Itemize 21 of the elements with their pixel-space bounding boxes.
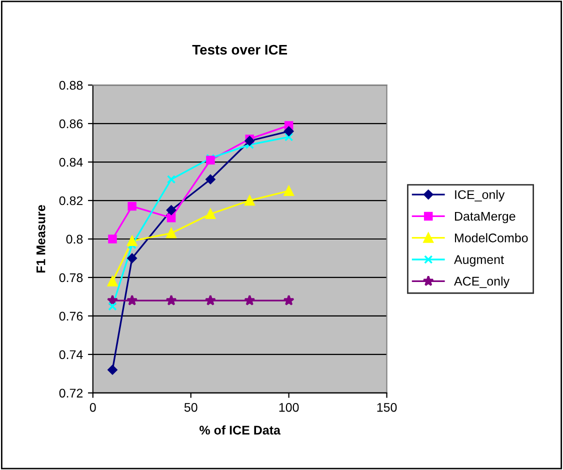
y-tick-label: 0.78	[59, 273, 83, 282]
y-tick-label: 0.88	[59, 80, 83, 90]
x-tick-label: 50	[184, 402, 198, 412]
x-axis-title: % of ICE Data	[200, 425, 281, 435]
legend-label: ModelCombo	[455, 233, 528, 242]
y-tick-label: 0.84	[59, 158, 83, 167]
y-tick-label: 0.76	[59, 312, 83, 321]
y-tick-label: 0.8	[66, 234, 83, 244]
y-tick-label: 0.72	[59, 388, 83, 398]
y-tick-label: 0.74	[59, 350, 83, 360]
legend-label: ACE_only	[454, 276, 510, 288]
legend-label: DataMerge	[455, 212, 516, 224]
legend-label: ICE_only	[455, 190, 505, 202]
x-tick-label: 100	[279, 402, 299, 412]
y-tick-label: 0.82	[59, 196, 83, 206]
x-tick-label: 0	[90, 402, 96, 412]
legend-label: Augment	[454, 255, 504, 266]
chart-title: Tests over ICE	[192, 44, 288, 55]
x-tick-label: 150	[377, 402, 397, 412]
y-axis-title: F1 Measure	[36, 205, 46, 273]
y-tick-label: 0.86	[59, 119, 83, 128]
